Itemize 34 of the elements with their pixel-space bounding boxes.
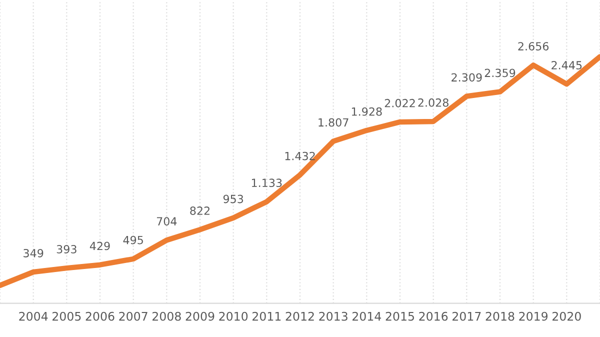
data-label: 1.928 xyxy=(352,107,382,116)
x-tick-label: 2020 xyxy=(552,312,581,321)
data-label: 393 xyxy=(56,245,76,254)
x-tick-label: 2016 xyxy=(419,312,448,321)
x-tick-label: 2012 xyxy=(286,312,314,321)
x-tick-label: 2011 xyxy=(252,312,281,321)
x-tick-label: 2004 xyxy=(19,312,48,321)
data-label: 2.445 xyxy=(552,61,582,70)
data-label: 2.022 xyxy=(384,98,415,108)
data-label: 953 xyxy=(223,194,244,204)
data-label: 1.432 xyxy=(285,152,315,160)
data-label: 495 xyxy=(123,236,143,244)
x-tick-label: 2019 xyxy=(519,312,548,321)
x-tick-label: 2007 xyxy=(119,312,148,321)
data-label: 704 xyxy=(156,217,177,226)
data-label: 1.133 xyxy=(252,178,282,188)
x-tick-label: 2014 xyxy=(352,312,382,321)
data-label: 2.359 xyxy=(484,68,516,78)
x-tick-label: 2005 xyxy=(52,312,81,321)
x-tick-label: 2008 xyxy=(152,312,181,321)
x-tick-label: 2009 xyxy=(186,312,214,321)
data-label: 349 xyxy=(24,248,44,258)
data-label: 2.309 xyxy=(452,73,482,82)
x-tick-label: 2006 xyxy=(86,312,114,321)
x-tick-label: 2015 xyxy=(386,312,414,321)
data-label: 2.028 xyxy=(418,98,448,107)
x-tick-label: 2010 xyxy=(219,312,248,321)
x-tick-label: 2017 xyxy=(452,312,481,321)
data-label: 1.807 xyxy=(318,118,348,127)
data-label: 2.656 xyxy=(518,42,549,50)
x-tick-label: 2018 xyxy=(486,312,514,321)
data-label: 822 xyxy=(190,206,210,215)
x-tick-label: 2013 xyxy=(319,312,348,321)
data-label: 429 xyxy=(90,242,110,250)
